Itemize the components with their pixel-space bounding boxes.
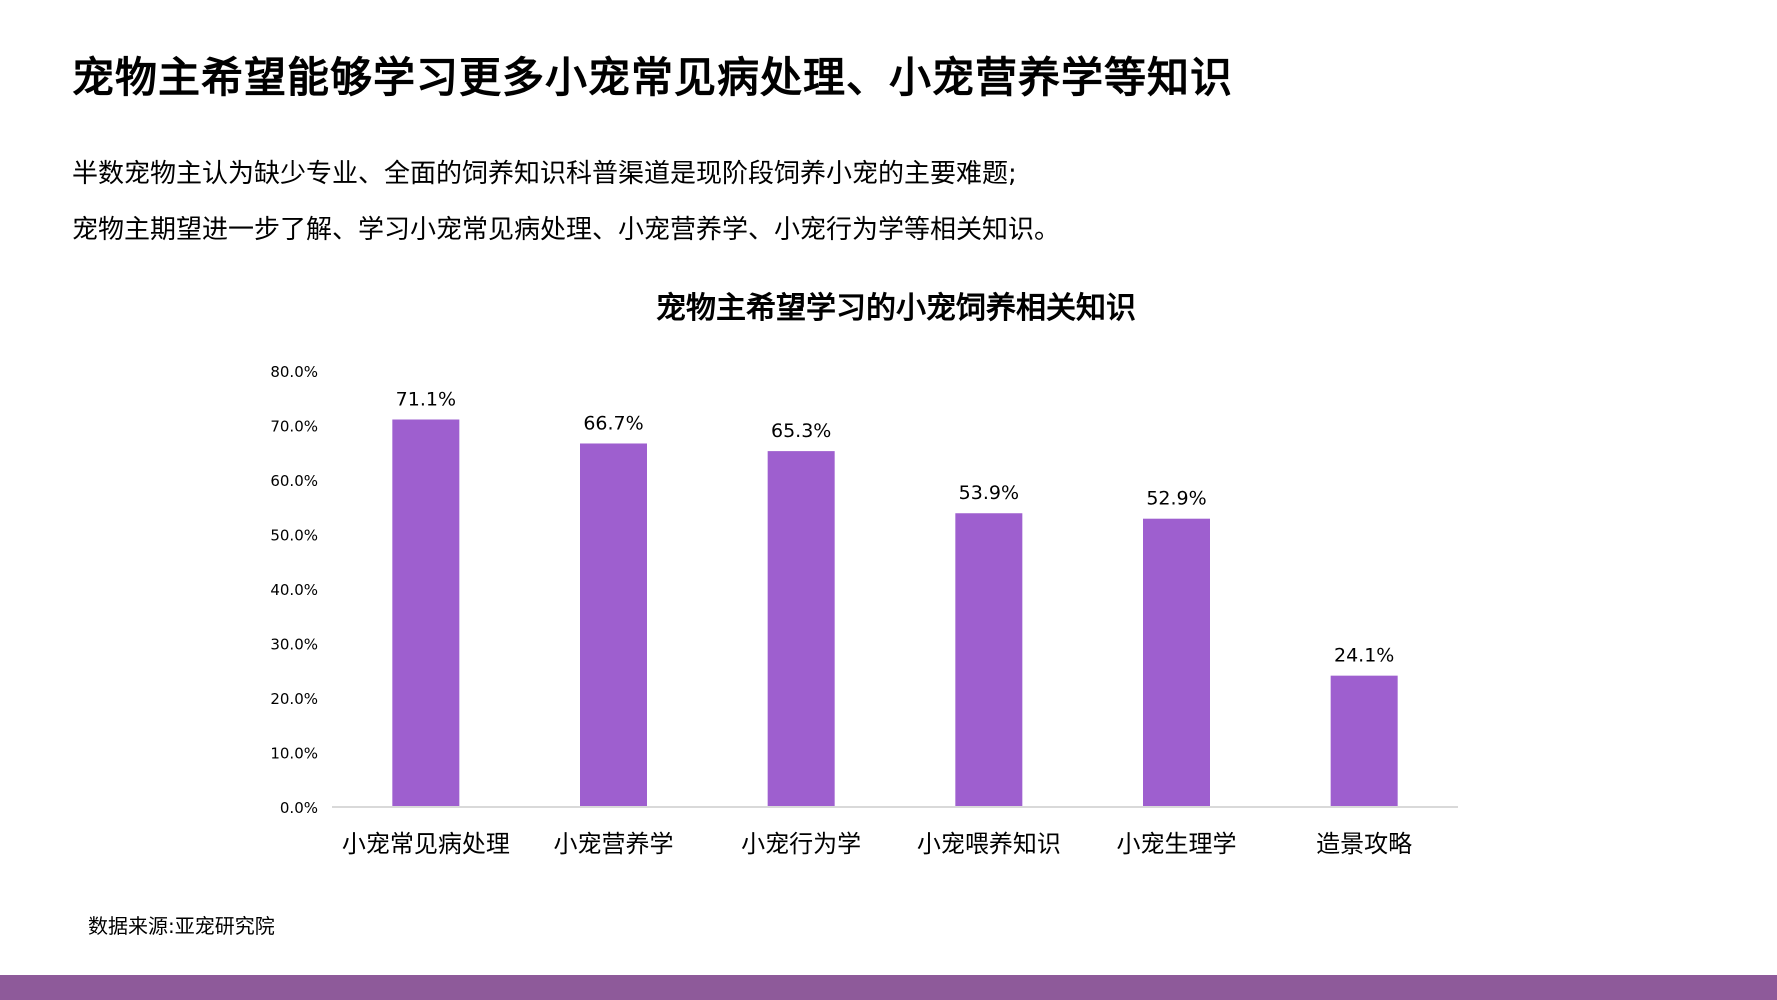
bar xyxy=(767,451,835,807)
summary-text: 半数宠物主认为缺少专业、全面的饲养知识科普渠道是现阶段饲养小宠的主要难题; 宠物… xyxy=(72,146,1060,258)
bar xyxy=(955,513,1023,807)
y-tick-label: 0.0% xyxy=(280,799,318,817)
summary-line-1: 半数宠物主认为缺少专业、全面的饲养知识科普渠道是现阶段饲养小宠的主要难题; xyxy=(72,159,1017,189)
footer-bar xyxy=(0,975,1777,1000)
y-tick-label: 30.0% xyxy=(270,636,318,654)
x-tick-label: 小宠营养学 xyxy=(554,830,674,858)
data-label: 65.3% xyxy=(771,420,831,442)
bar xyxy=(392,419,460,807)
summary-line-2: 宠物主期望进一步了解、学习小宠常见病处理、小宠营养学、小宠行为学等相关知识。 xyxy=(72,215,1061,245)
x-axis: 小宠常见病处理 小宠营养学 小宠行为学 小宠喂养知识 小宠生理学 造景攻略 xyxy=(332,806,1458,858)
y-tick-label: 40.0% xyxy=(270,581,318,599)
y-tick-label: 70.0% xyxy=(270,418,318,436)
page-title: 宠物主希望能够学习更多小宠常见病处理、小宠营养学等知识 xyxy=(72,53,1234,102)
bar xyxy=(1143,518,1210,807)
x-tick-label: 小宠喂养知识 xyxy=(917,830,1061,858)
data-label: 52.9% xyxy=(1146,488,1206,510)
chart-title: 宠物主希望学习的小宠饲养相关知识 xyxy=(656,291,1136,326)
bar-chart: 宠物主希望学习的小宠饲养相关知识 0.0% 10.0% 20.0% 30.0% 40.0… xyxy=(270,291,1458,858)
y-tick-label: 50.0% xyxy=(270,527,318,545)
bars-group: 71.1% 66.7% 65.3% 53.9% 52.9% 24.1% xyxy=(392,389,1398,807)
bar xyxy=(580,443,647,807)
y-axis: 0.0% 10.0% 20.0% 30.0% 40.0% 50.0% 60.0% 70.0% 8… xyxy=(270,363,318,817)
bar xyxy=(1330,675,1398,807)
x-tick-label: 小宠常见病处理 xyxy=(342,830,510,858)
y-tick-label: 60.0% xyxy=(270,472,318,490)
data-label: 24.1% xyxy=(1334,645,1394,667)
x-tick-label: 小宠生理学 xyxy=(1117,830,1237,858)
y-tick-label: 80.0% xyxy=(270,363,318,381)
data-label: 71.1% xyxy=(396,389,456,411)
x-tick-label: 造景攻略 xyxy=(1316,830,1412,858)
data-label: 66.7% xyxy=(583,412,643,434)
data-source: 数据来源:亚宠研究院 xyxy=(88,914,275,938)
data-label: 53.9% xyxy=(959,482,1019,504)
y-tick-label: 20.0% xyxy=(270,690,318,708)
y-tick-label: 10.0% xyxy=(270,745,318,763)
x-tick-label: 小宠行为学 xyxy=(741,830,861,858)
